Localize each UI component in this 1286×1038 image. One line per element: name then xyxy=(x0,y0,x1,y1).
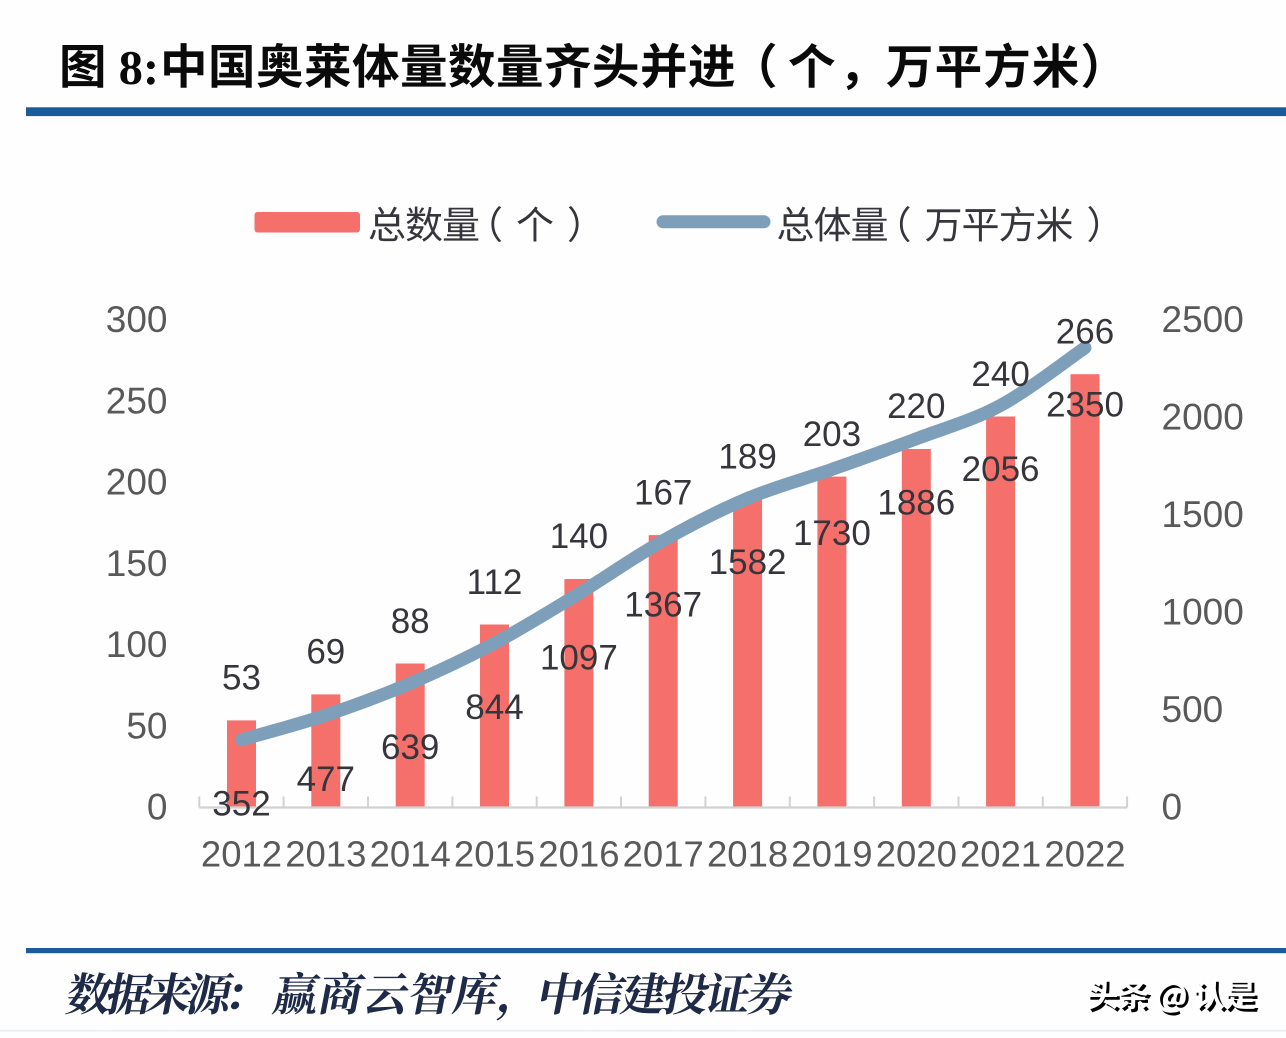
svg-text:0: 0 xyxy=(1162,787,1183,828)
svg-text:88: 88 xyxy=(391,602,430,641)
svg-text:250: 250 xyxy=(106,380,168,421)
svg-text:200: 200 xyxy=(106,462,168,503)
svg-text:1367: 1367 xyxy=(624,585,702,624)
svg-text:2021: 2021 xyxy=(960,834,1041,875)
svg-text:300: 300 xyxy=(106,299,168,340)
svg-text:2000: 2000 xyxy=(1162,397,1244,438)
svg-text:100: 100 xyxy=(106,624,168,665)
svg-text:1097: 1097 xyxy=(540,638,618,677)
svg-text:1730: 1730 xyxy=(793,514,871,553)
svg-text:2017: 2017 xyxy=(623,834,704,875)
svg-text:240: 240 xyxy=(971,355,1029,394)
svg-text:2019: 2019 xyxy=(791,834,872,875)
svg-text:1886: 1886 xyxy=(877,484,955,523)
svg-text:352: 352 xyxy=(212,785,270,824)
svg-text:53: 53 xyxy=(222,659,261,698)
svg-text:2013: 2013 xyxy=(285,834,366,875)
svg-text:2015: 2015 xyxy=(454,834,535,875)
svg-text:203: 203 xyxy=(803,415,861,454)
svg-text:500: 500 xyxy=(1162,689,1224,730)
svg-text:1000: 1000 xyxy=(1162,592,1244,633)
svg-text:2020: 2020 xyxy=(876,834,957,875)
svg-text:266: 266 xyxy=(1056,313,1114,352)
svg-text:220: 220 xyxy=(887,387,945,426)
svg-text:50: 50 xyxy=(126,706,167,747)
svg-text:2014: 2014 xyxy=(370,834,451,875)
svg-text:477: 477 xyxy=(297,760,355,799)
svg-text:2056: 2056 xyxy=(962,450,1040,489)
svg-text:189: 189 xyxy=(718,438,776,477)
svg-text:2018: 2018 xyxy=(707,834,788,875)
svg-text:69: 69 xyxy=(306,633,345,672)
svg-text:150: 150 xyxy=(106,543,168,584)
svg-text:2500: 2500 xyxy=(1162,299,1244,340)
svg-text:639: 639 xyxy=(381,728,439,767)
svg-text:844: 844 xyxy=(465,688,523,727)
svg-text:0: 0 xyxy=(147,787,168,828)
svg-text:2012: 2012 xyxy=(201,834,282,875)
svg-text:167: 167 xyxy=(634,473,692,512)
svg-text:1582: 1582 xyxy=(709,543,787,582)
svg-text:2016: 2016 xyxy=(538,834,619,875)
svg-text:140: 140 xyxy=(550,517,608,556)
svg-text:1500: 1500 xyxy=(1162,494,1244,535)
svg-text:2022: 2022 xyxy=(1044,834,1125,875)
svg-text:2350: 2350 xyxy=(1046,386,1124,425)
svg-text:112: 112 xyxy=(467,563,523,602)
